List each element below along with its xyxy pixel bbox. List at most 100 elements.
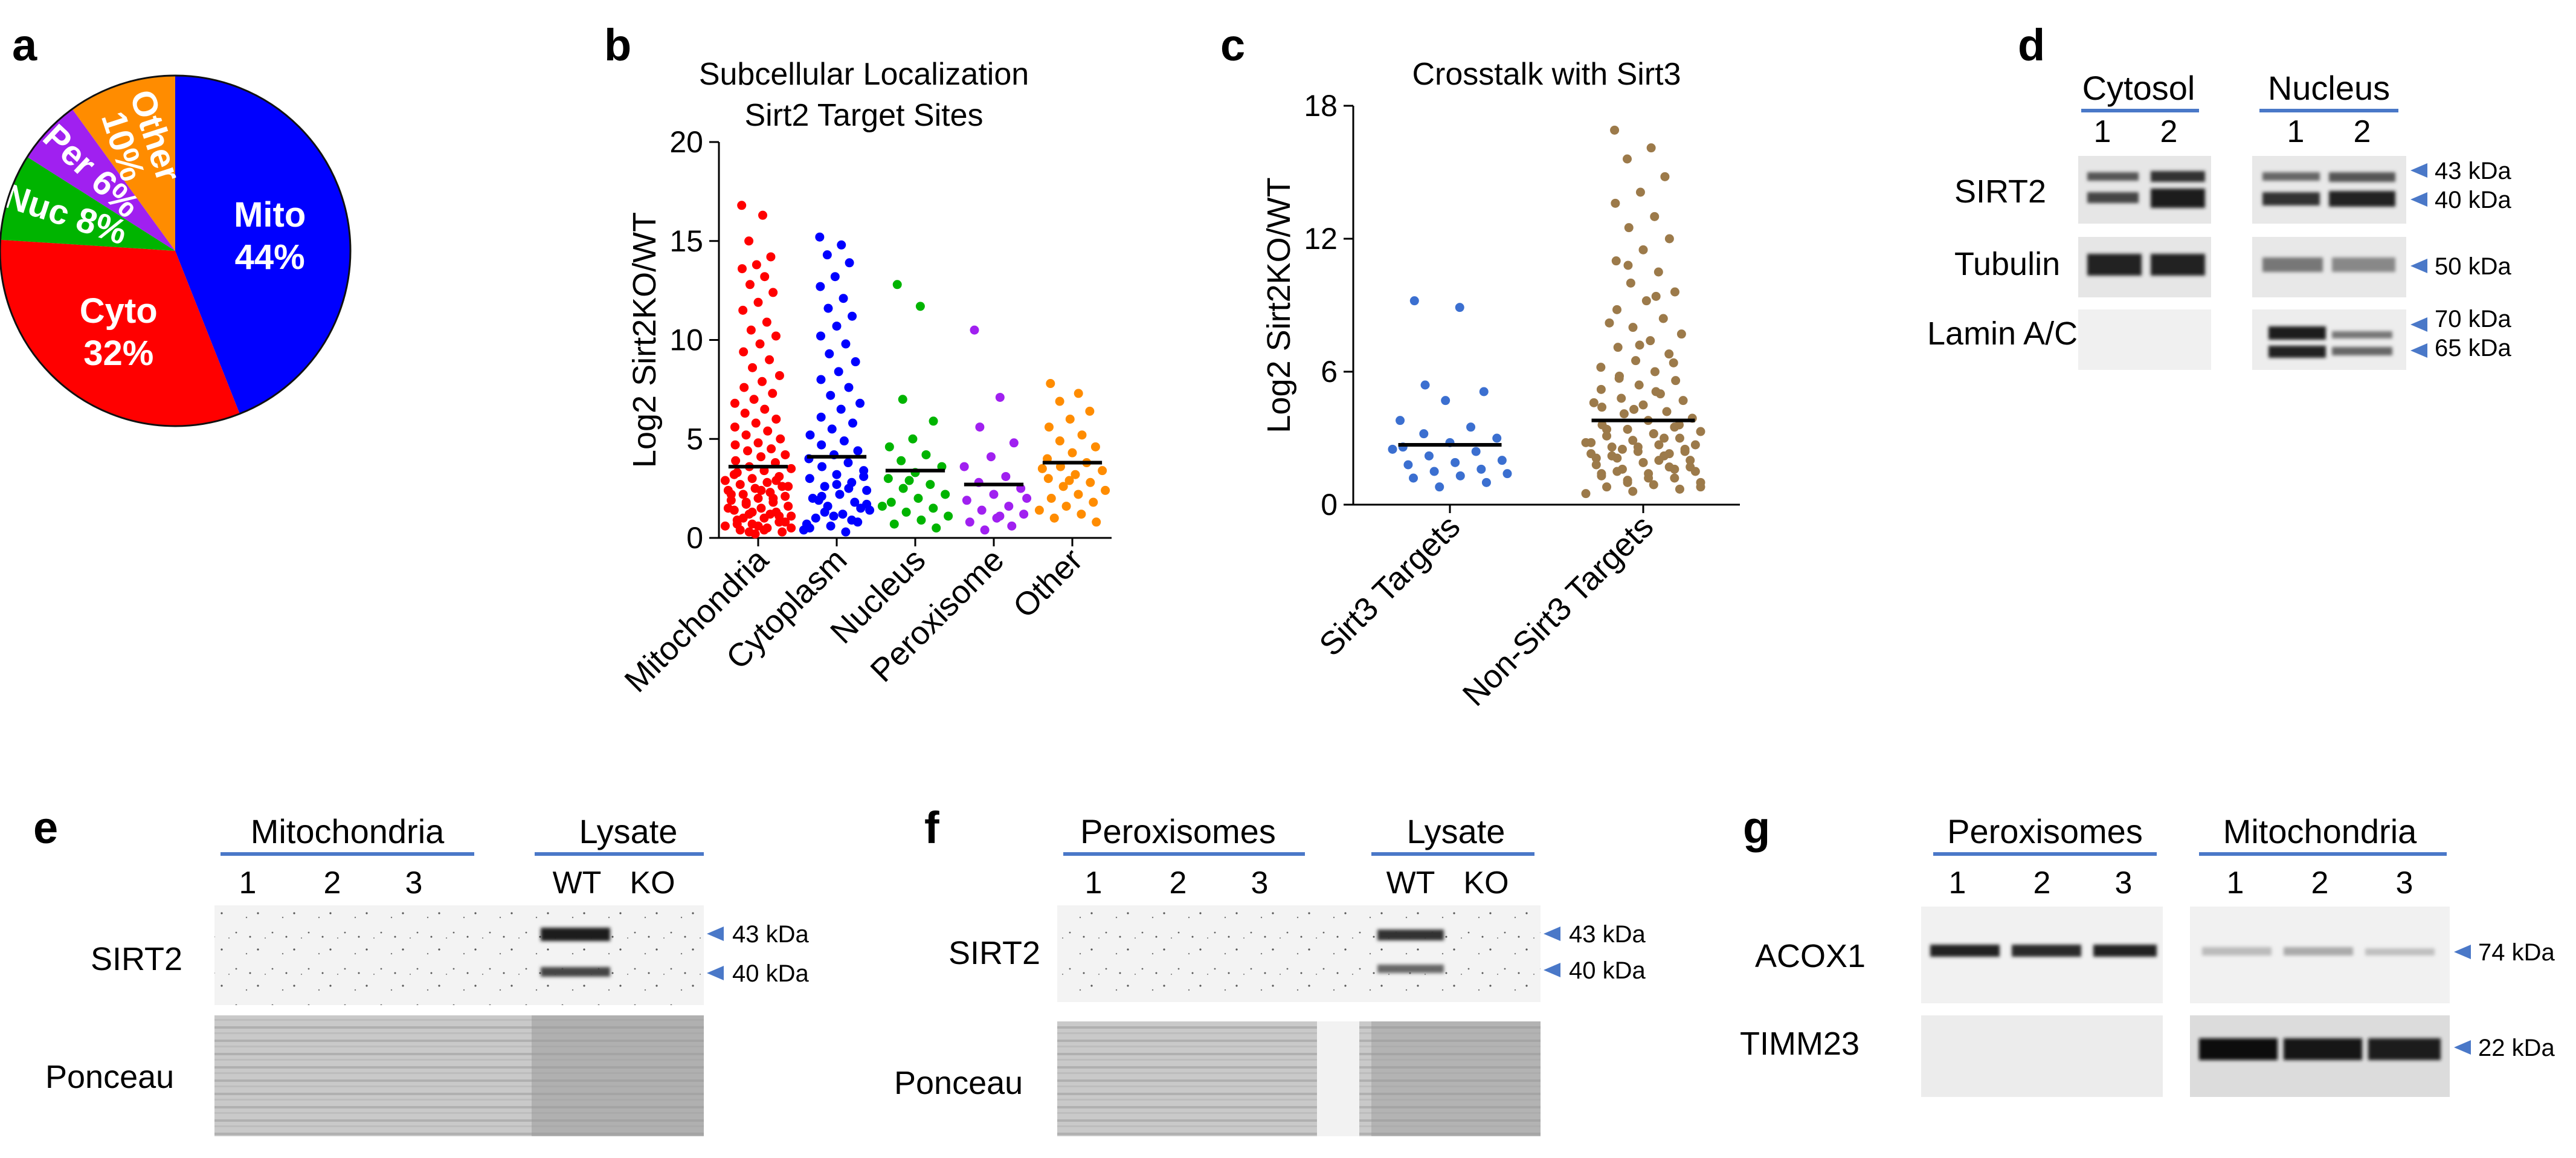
data-point — [1466, 422, 1476, 432]
blot-band — [2284, 947, 2353, 956]
scatter-chart-c: 0 6 12 18 Log2 Sirt2KO/WT Sirt3 TargetsNon-Si… — [1261, 89, 1740, 713]
marker-arrow-icon — [2410, 317, 2427, 332]
data-point — [941, 490, 950, 499]
marker-arrow-icon — [707, 927, 724, 941]
data-point — [904, 476, 914, 485]
blot-g-strip-timm23-perox — [1921, 1015, 2163, 1097]
blot-band — [2262, 192, 2320, 205]
data-point — [1007, 521, 1017, 531]
panel-label-d: d — [2018, 20, 2045, 70]
data-point — [898, 395, 907, 404]
blot-d-marker: 65 kDa — [2435, 335, 2511, 361]
y-axis-label: Log2 Sirt2KO/WT — [626, 212, 663, 468]
data-point — [986, 452, 996, 462]
data-point — [1455, 303, 1464, 312]
data-point — [995, 511, 1005, 521]
data-point — [892, 280, 902, 290]
data-point — [817, 462, 827, 471]
pie-outline — [0, 74, 352, 427]
data-point — [776, 434, 785, 444]
panel-label-f: f — [924, 803, 939, 853]
blot-d-lane: 1 — [2094, 114, 2111, 149]
blot-e-row-sirt2: SIRT2 — [91, 941, 182, 977]
data-point — [745, 280, 755, 290]
data-point — [760, 404, 770, 414]
data-point — [1004, 502, 1014, 511]
blot-f-strip-sirt2 — [1057, 905, 1541, 1002]
data-point — [732, 519, 742, 529]
data-point — [830, 272, 840, 282]
chart-c-title: Crosstalk with Sirt3 — [1412, 57, 1681, 92]
data-point — [1676, 329, 1686, 339]
data-point — [738, 305, 748, 315]
y-tick-label: 5 — [686, 422, 703, 456]
blot-f-group-peroxisomes: Peroxisomes — [1080, 812, 1276, 850]
data-point — [1611, 198, 1620, 208]
data-point — [784, 502, 793, 511]
data-point — [862, 499, 872, 509]
data-point — [1441, 396, 1451, 406]
blot-d-strip-sirt2-nucleus — [2252, 156, 2406, 224]
y-tick-label: 10 — [669, 323, 703, 357]
data-point — [1649, 429, 1658, 439]
blot-band — [2087, 192, 2139, 203]
data-point — [1658, 314, 1668, 323]
pie-slice-cyto — [0, 239, 240, 426]
data-point — [762, 317, 771, 327]
data-point — [1649, 480, 1658, 490]
blot-d: Cytosol Nucleus 1 2 1 2 SIRT2 Tubulin La… — [1927, 69, 2511, 370]
data-point — [765, 355, 774, 364]
data-point — [1061, 502, 1071, 511]
data-point — [756, 452, 766, 462]
data-point — [848, 311, 857, 321]
data-point — [1610, 125, 1620, 135]
data-point — [1597, 403, 1607, 412]
data-point — [1077, 430, 1087, 440]
data-point — [929, 416, 938, 426]
data-point — [1623, 260, 1633, 270]
data-point — [768, 389, 778, 398]
data-point — [841, 339, 851, 349]
data-point — [1492, 433, 1502, 443]
y-tick-label: 0 — [686, 521, 703, 555]
data-point — [1101, 485, 1110, 495]
data-point — [787, 464, 796, 473]
blot-g-lane: 1 — [2227, 865, 2244, 901]
data-point — [758, 210, 768, 220]
data-point — [815, 232, 825, 242]
data-point — [1497, 456, 1507, 465]
data-point — [1502, 469, 1512, 479]
data-point — [1064, 476, 1074, 485]
data-point — [823, 303, 833, 313]
data-point — [843, 458, 853, 468]
blot-band — [1377, 965, 1444, 973]
marker-arrow-icon — [2454, 945, 2471, 959]
data-point — [749, 395, 759, 404]
data-point — [726, 490, 736, 499]
blot-f-ponceau-gap — [1317, 1021, 1359, 1136]
data-point — [730, 422, 739, 432]
data-point — [1638, 400, 1648, 410]
data-point — [1664, 234, 1674, 244]
data-point — [1686, 456, 1695, 465]
data-point — [944, 511, 953, 521]
blot-band — [2332, 331, 2392, 338]
data-point — [970, 325, 979, 335]
data-point — [977, 505, 987, 515]
data-point — [886, 497, 896, 507]
data-point — [1055, 436, 1064, 446]
data-point — [989, 490, 999, 499]
blot-g-lane: 3 — [2115, 865, 2133, 901]
data-point — [1626, 278, 1635, 288]
data-point — [1650, 367, 1660, 377]
data-point — [1077, 509, 1086, 519]
data-point — [897, 456, 906, 465]
data-point — [1612, 305, 1622, 314]
blot-g-row-acox1: ACOX1 — [1755, 938, 1866, 974]
data-point — [816, 412, 826, 422]
blot-e-lane: KO — [630, 865, 675, 901]
blot-f-group-line-peroxisomes — [1063, 852, 1305, 856]
data-point — [720, 476, 730, 485]
data-point — [1651, 291, 1661, 301]
data-point — [1058, 482, 1068, 491]
